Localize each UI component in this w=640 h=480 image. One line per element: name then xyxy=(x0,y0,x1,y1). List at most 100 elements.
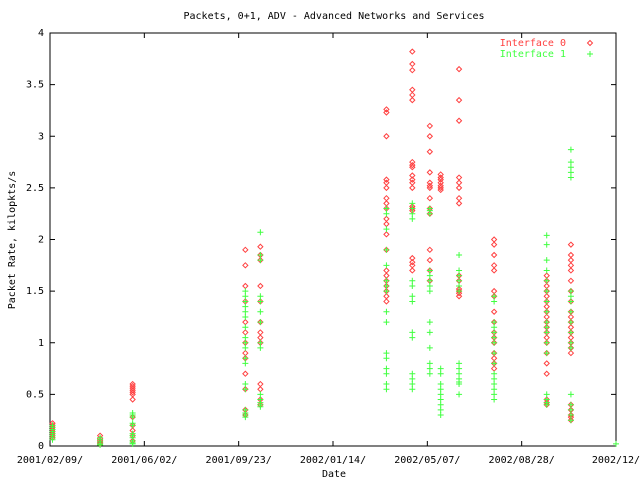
data-point xyxy=(491,375,498,382)
data-point xyxy=(383,267,390,274)
data-point xyxy=(437,365,444,372)
data-point xyxy=(543,241,550,248)
data-point xyxy=(383,277,390,284)
data-point xyxy=(129,422,136,429)
data-point xyxy=(567,164,574,171)
data-point xyxy=(567,267,575,274)
data-point xyxy=(543,298,550,305)
data-point xyxy=(543,350,550,357)
data-point xyxy=(455,179,463,186)
data-point xyxy=(409,184,416,192)
data-point xyxy=(456,272,463,279)
data-point xyxy=(456,267,463,274)
data-point xyxy=(242,282,249,290)
data-point xyxy=(543,232,550,239)
data-point xyxy=(455,174,463,181)
data-point xyxy=(426,272,433,279)
legend-label-interface-1: Interface 1 xyxy=(500,49,566,60)
data-point xyxy=(426,288,433,295)
data-point xyxy=(567,339,574,346)
data-point xyxy=(491,329,498,336)
x-axis-title: Date xyxy=(322,469,346,480)
data-point xyxy=(242,324,249,331)
data-point xyxy=(490,251,498,259)
data-point xyxy=(129,414,136,421)
data-point xyxy=(409,259,416,266)
data-point xyxy=(257,344,264,351)
data-point xyxy=(567,308,574,315)
data-point xyxy=(456,391,463,398)
legend-marker-interface-1 xyxy=(587,51,593,57)
data-point xyxy=(491,396,498,403)
data-point xyxy=(456,381,463,388)
data-point xyxy=(383,246,390,253)
data-point xyxy=(426,344,433,351)
data-point xyxy=(490,355,498,362)
data-point xyxy=(543,308,550,315)
data-point xyxy=(543,370,550,377)
data-point xyxy=(409,293,416,300)
data-point xyxy=(409,334,416,341)
y-tick-label: 1 xyxy=(38,338,44,349)
data-point xyxy=(242,303,249,310)
x-tick-label: 2002/05/07/ xyxy=(394,455,460,466)
marks-layer xyxy=(49,48,619,448)
data-point xyxy=(383,350,390,357)
data-point xyxy=(242,293,249,300)
data-point xyxy=(543,313,550,321)
data-point xyxy=(456,365,463,372)
data-point xyxy=(543,360,550,367)
data-point xyxy=(567,401,574,408)
data-point xyxy=(409,267,416,274)
data-point xyxy=(257,329,264,336)
data-point xyxy=(242,349,249,357)
data-point xyxy=(242,355,249,362)
data-point xyxy=(543,257,550,264)
data-point xyxy=(456,282,463,289)
data-point xyxy=(383,262,390,269)
data-point xyxy=(129,396,136,403)
data-point xyxy=(409,161,416,169)
data-point xyxy=(242,360,249,367)
data-point xyxy=(409,66,416,74)
data-point xyxy=(437,406,444,413)
data-point xyxy=(409,172,416,179)
data-point xyxy=(426,148,434,155)
data-point xyxy=(383,288,390,295)
data-point xyxy=(383,184,390,192)
data-point xyxy=(49,436,56,443)
data-point xyxy=(437,370,444,377)
data-point xyxy=(567,406,574,413)
data-point xyxy=(491,381,498,388)
data-point xyxy=(567,251,575,259)
data-point xyxy=(409,282,416,289)
data-point xyxy=(543,282,550,290)
data-point xyxy=(543,319,550,326)
data-point xyxy=(383,282,390,289)
y-axis-title: Packet Rate, kilopkts/s xyxy=(7,171,18,309)
data-point xyxy=(491,298,498,305)
data-point xyxy=(383,176,390,183)
data-point xyxy=(543,288,550,295)
data-point xyxy=(437,182,444,190)
data-point xyxy=(437,391,444,398)
data-point xyxy=(409,96,416,104)
data-point xyxy=(97,441,104,448)
data-point xyxy=(409,91,416,99)
data-point xyxy=(242,334,249,341)
data-point xyxy=(567,146,574,153)
data-point xyxy=(242,386,249,393)
data-point xyxy=(426,169,434,176)
axes-layer: 0 0.5 1 1.5 2 2.5 3 3.5 4 2001/02/09/2001/06/02/2… xyxy=(17,28,640,466)
data-point xyxy=(437,396,444,403)
data-point xyxy=(409,375,416,382)
data-point xyxy=(409,60,416,68)
data-point xyxy=(437,401,444,408)
data-point xyxy=(491,350,498,357)
data-point xyxy=(426,256,434,264)
data-point xyxy=(567,324,575,331)
data-point xyxy=(409,205,416,212)
data-point xyxy=(129,440,136,447)
data-point xyxy=(257,243,264,250)
y-tick-label: 2 xyxy=(38,235,44,246)
